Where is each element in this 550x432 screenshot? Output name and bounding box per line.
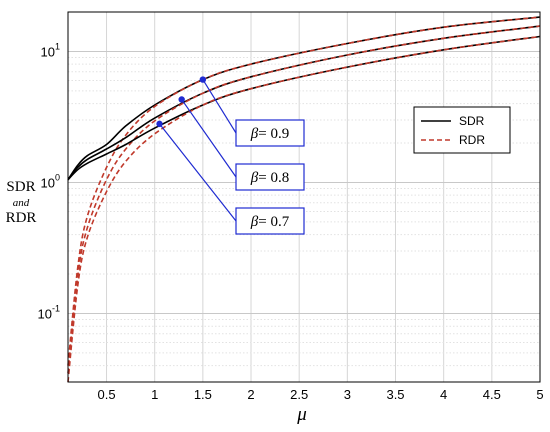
x-tick-label: 4 [440, 387, 447, 402]
legend-label-sdr: SDR [459, 114, 485, 128]
annotation-box [235, 207, 305, 235]
annotation-marker [178, 96, 185, 103]
y-tick-label: 101 [41, 41, 60, 59]
x-tick-label: 4.5 [483, 387, 501, 402]
annotation-pointer-line [181, 99, 237, 178]
annotation-label: β= 0.7 [250, 214, 290, 230]
x-tick-label: 0.5 [97, 387, 115, 402]
annotation-layer: β= 0.9 β= 0.8 β= 0.7 [156, 76, 305, 235]
annotation-box [235, 119, 305, 147]
rdr-line-beta-0.8 [67, 25, 541, 374]
x-tick-label: 1 [151, 387, 158, 402]
y-tick-label: 100 [41, 172, 60, 190]
x-tick-label: 2 [247, 387, 254, 402]
sdr-line-beta-0.9 [67, 16, 541, 181]
rdr-line-beta-0.7 [67, 35, 541, 383]
x-axis-label: μ [296, 404, 307, 425]
y-axis-label-line2: and [13, 197, 30, 209]
sdr-line-beta-0.8 [67, 25, 541, 181]
x-tick-label: 1.5 [194, 387, 212, 402]
annotation-pointer-line [202, 79, 237, 134]
legend: SDR RDR [413, 106, 511, 154]
x-tick-label: 2.5 [290, 387, 308, 402]
x-tick-label: 3 [344, 387, 351, 402]
annotation-marker [199, 76, 207, 83]
annotation-label: β= 0.9 [250, 126, 289, 142]
annotation-pointer-line [159, 123, 237, 222]
rdr-line-beta-0.9 [67, 16, 541, 366]
plot-frame [67, 11, 541, 383]
grid-lines [68, 11, 541, 383]
annotation-marker [156, 120, 163, 128]
tick-labels: 0.5 1 1.5 2 2.5 3 3.5 4 4.5 5 101 100 10-1 [38, 41, 544, 402]
y-tick-label: 10-1 [38, 303, 60, 321]
y-axis-label: SDR and RDR [6, 179, 37, 226]
series-layer [67, 16, 541, 383]
legend-label-rdr: RDR [459, 133, 485, 147]
legend-box [413, 106, 511, 154]
x-tick-label: 5 [536, 387, 543, 402]
annotation-label: β= 0.8 [250, 170, 289, 186]
y-axis-label-line3: RDR [6, 210, 37, 226]
x-tick-label: 3.5 [386, 387, 404, 402]
y-axis-label-line1: SDR [6, 179, 35, 195]
annotation-box [235, 163, 305, 191]
